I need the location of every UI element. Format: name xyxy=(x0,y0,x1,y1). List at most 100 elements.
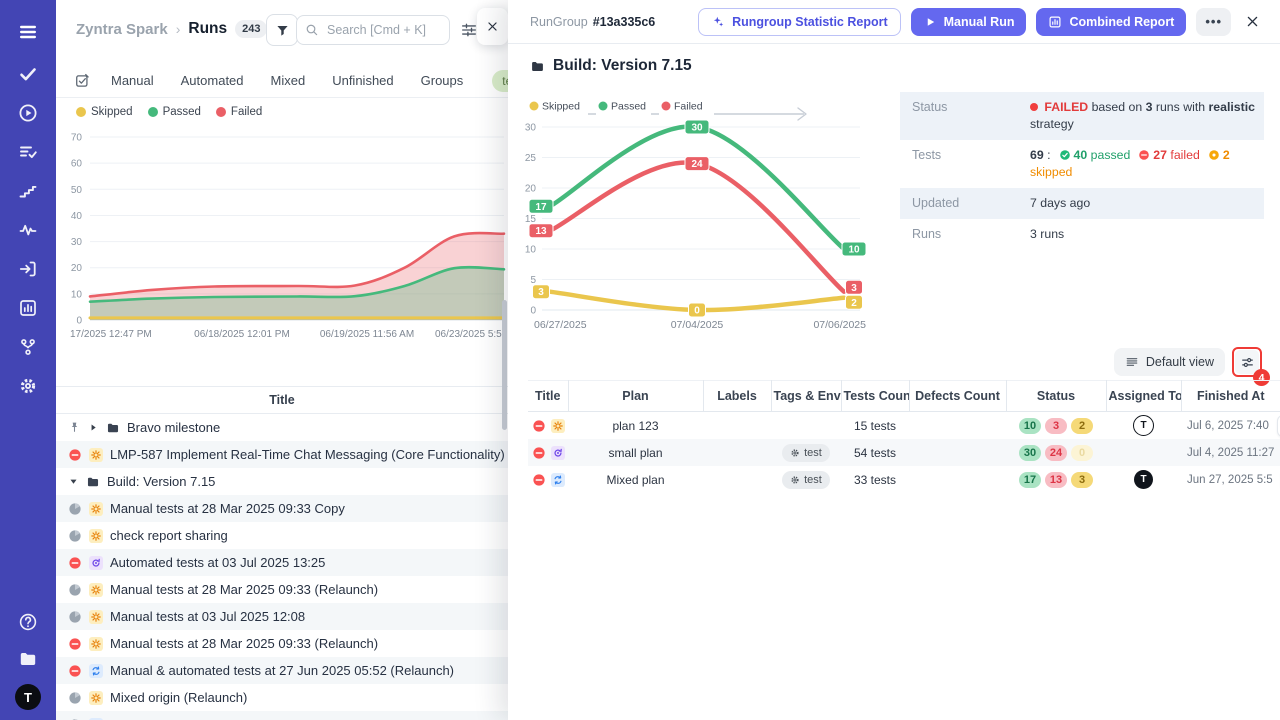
svg-text:10: 10 xyxy=(71,289,83,300)
legend-item-failed[interactable]: Failed xyxy=(216,106,262,118)
more-actions-button[interactable]: ••• xyxy=(1196,8,1231,36)
close-icon xyxy=(1245,14,1260,29)
tab-automated[interactable]: Automated xyxy=(181,73,244,88)
origin-manual-icon xyxy=(89,583,103,597)
run-row[interactable]: Manual & automated tests at 27 Jun 2025 … xyxy=(56,657,508,684)
labels-cell xyxy=(703,466,771,493)
sidebar-steps-button[interactable] xyxy=(0,171,56,210)
run-row[interactable]: Automated tests at 03 Jul 2025 13:25 xyxy=(56,549,508,576)
run-row[interactable]: Manual tests at 03 Jul 2025 12:08 xyxy=(56,603,508,630)
status-badge: 3 xyxy=(1045,418,1067,434)
rungroup-runs-table: TitlePlanLabelsTags & EnvsTests CountDef… xyxy=(528,380,1280,493)
sidebar-gear-button[interactable] xyxy=(0,366,56,405)
legend-item-skipped[interactable]: Skipped xyxy=(76,106,133,118)
default-view-button[interactable]: Default view xyxy=(1114,348,1225,376)
combined-report-button[interactable]: Combined Report xyxy=(1036,8,1186,36)
failed-status-icon xyxy=(532,473,546,487)
row-title: LMP-587 Implement Real-Time Chat Messagi… xyxy=(110,447,505,462)
sidebar-help-circle-button[interactable] xyxy=(0,610,56,634)
run-row[interactable]: check report sharing xyxy=(56,522,508,549)
sidebar-activity-button[interactable] xyxy=(0,210,56,249)
run-row[interactable]: Manual tests at 28 Mar 2025 09:33 (Relau… xyxy=(56,630,508,657)
info-row-tests: Tests 69 :40 passed27 failed2 skipped xyxy=(900,140,1264,188)
table-row[interactable]: plan 12315 tests1032TJul 6, 2025 7:40 xyxy=(528,412,1280,440)
pin-icon[interactable] xyxy=(68,421,81,434)
run-row[interactable]: Mixed origin (Relaunch) xyxy=(56,684,508,711)
scrollbar-thumb[interactable] xyxy=(502,300,507,430)
rungroup-statistic-report-button[interactable]: Rungroup Statistic Report xyxy=(698,8,901,36)
plan-cell: Mixed plan xyxy=(568,466,703,493)
tab-groups[interactable]: Groups xyxy=(421,73,464,88)
avatar: T xyxy=(1133,415,1154,436)
run-row[interactable]: Manual tests at 28 Mar 2025 09:33 Copy xyxy=(56,495,508,522)
sidebar-bar-chart-button[interactable] xyxy=(0,288,56,327)
svg-text:Failed: Failed xyxy=(674,101,703,113)
info-row-updated: Updated 7 days ago xyxy=(900,188,1264,219)
sidebar-play-circle-button[interactable] xyxy=(0,93,56,132)
filter-button[interactable] xyxy=(266,14,298,46)
table-row[interactable]: Mixed plantest33 tests17133TJun 27, 2025… xyxy=(528,466,1280,493)
svg-text:Passed: Passed xyxy=(611,101,646,113)
user-avatar[interactable]: T xyxy=(15,684,41,710)
svg-text:17/2025 12:47 PM: 17/2025 12:47 PM xyxy=(70,329,152,340)
info-row-status: Status FAILED based on 3 runs with reali… xyxy=(900,92,1264,140)
sidebar-sign-in-button[interactable] xyxy=(0,249,56,288)
run-row[interactable]: Manual tests at 28 Mar 2025 09:33 (Relau… xyxy=(56,576,508,603)
drawer-close-button[interactable] xyxy=(1241,8,1264,36)
sidebar-menu-button[interactable] xyxy=(0,10,56,54)
panel-close-button[interactable] xyxy=(477,8,508,45)
sign-in-icon xyxy=(18,259,38,279)
table-row[interactable]: small plantest54 tests30240Jul 4, 2025 1… xyxy=(528,439,1280,466)
status-value: FAILED based on 3 runs with realistic st… xyxy=(1030,99,1255,133)
sliders-icon xyxy=(1240,355,1255,370)
runs-tabs: Manual Automated Mixed Unfinished Groups test… xyxy=(56,64,508,98)
svg-text:06/18/2025 12:01 PM: 06/18/2025 12:01 PM xyxy=(194,329,290,340)
svg-text:25: 25 xyxy=(525,153,537,164)
origin-manual-icon xyxy=(551,419,565,433)
legend-item-failed[interactable]: Failed xyxy=(659,99,714,115)
group-row[interactable]: Bravo milestone xyxy=(56,414,508,441)
search-input[interactable] xyxy=(325,22,441,38)
legend-item-skipped[interactable]: Skipped xyxy=(527,99,588,115)
sidebar: T xyxy=(0,0,56,720)
env-tag-pill: test xyxy=(782,444,830,462)
sidebar-folder-button[interactable] xyxy=(0,647,56,671)
caret-right-icon[interactable] xyxy=(88,422,99,433)
svg-text:07/04/2025: 07/04/2025 xyxy=(671,319,724,331)
filter-settings-icon[interactable] xyxy=(460,21,478,39)
manual-run-button[interactable]: Manual Run xyxy=(911,8,1027,36)
run-row[interactable]: LMP-587 Implement Real-Time Chat Messagi… xyxy=(56,441,508,468)
svg-text:0: 0 xyxy=(694,306,700,317)
svg-text:50: 50 xyxy=(71,185,83,196)
legend-item-passed[interactable]: Passed xyxy=(596,99,651,115)
svg-text:60: 60 xyxy=(71,159,83,170)
env-tag-pill: test xyxy=(782,471,830,489)
breadcrumb-project[interactable]: Zyntra Spark xyxy=(76,21,168,38)
workspace-tag-pill[interactable]: test work xyxy=(492,70,508,92)
tab-mixed[interactable]: Mixed xyxy=(271,73,306,88)
table-icon xyxy=(1125,355,1139,369)
group-row[interactable]: Build: Version 7.15 xyxy=(56,468,508,495)
tab-unfinished[interactable]: Unfinished xyxy=(332,73,393,88)
bar-chart-icon xyxy=(1048,15,1062,29)
failed-dot-icon xyxy=(1030,103,1038,111)
sidebar-git-fork-button[interactable] xyxy=(0,327,56,366)
column-header-tags-envs: Tags & Envs xyxy=(771,381,841,412)
tab-manual[interactable]: Manual xyxy=(111,73,154,88)
caret-down-icon[interactable] xyxy=(68,476,79,487)
play-circle-icon xyxy=(18,103,38,123)
run-row[interactable] xyxy=(56,711,508,720)
origin-manual-icon xyxy=(89,691,103,705)
svg-text:3: 3 xyxy=(538,287,544,298)
svg-text:20: 20 xyxy=(71,263,83,274)
labels-cell xyxy=(703,412,771,440)
rungroup-heading: Build: Version 7.15 xyxy=(530,57,692,75)
legend-item-passed[interactable]: Passed xyxy=(148,106,201,118)
svg-text:Skipped: Skipped xyxy=(542,101,580,113)
sidebar-check-button[interactable] xyxy=(0,54,56,93)
sidebar-list-check-button[interactable] xyxy=(0,132,56,171)
select-runs-icon[interactable] xyxy=(74,72,91,89)
status-cell: 1032 xyxy=(1006,412,1106,440)
minus-circle-icon xyxy=(1138,149,1150,161)
runs-history-chart: 01020304050607017/2025 12:47 PM06/18/202… xyxy=(56,120,508,355)
